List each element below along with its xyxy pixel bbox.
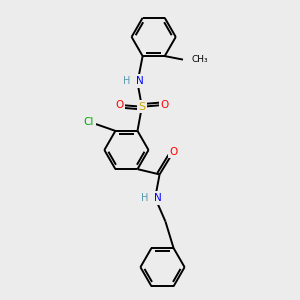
Text: S: S — [138, 102, 146, 112]
Text: O: O — [169, 147, 178, 157]
Text: H: H — [124, 76, 131, 86]
Text: CH₃: CH₃ — [192, 55, 208, 64]
Text: O: O — [115, 100, 123, 110]
Text: Cl: Cl — [84, 117, 94, 127]
Text: H: H — [141, 193, 148, 203]
Text: O: O — [160, 100, 169, 110]
Text: N: N — [136, 76, 144, 86]
Text: N: N — [154, 193, 161, 203]
